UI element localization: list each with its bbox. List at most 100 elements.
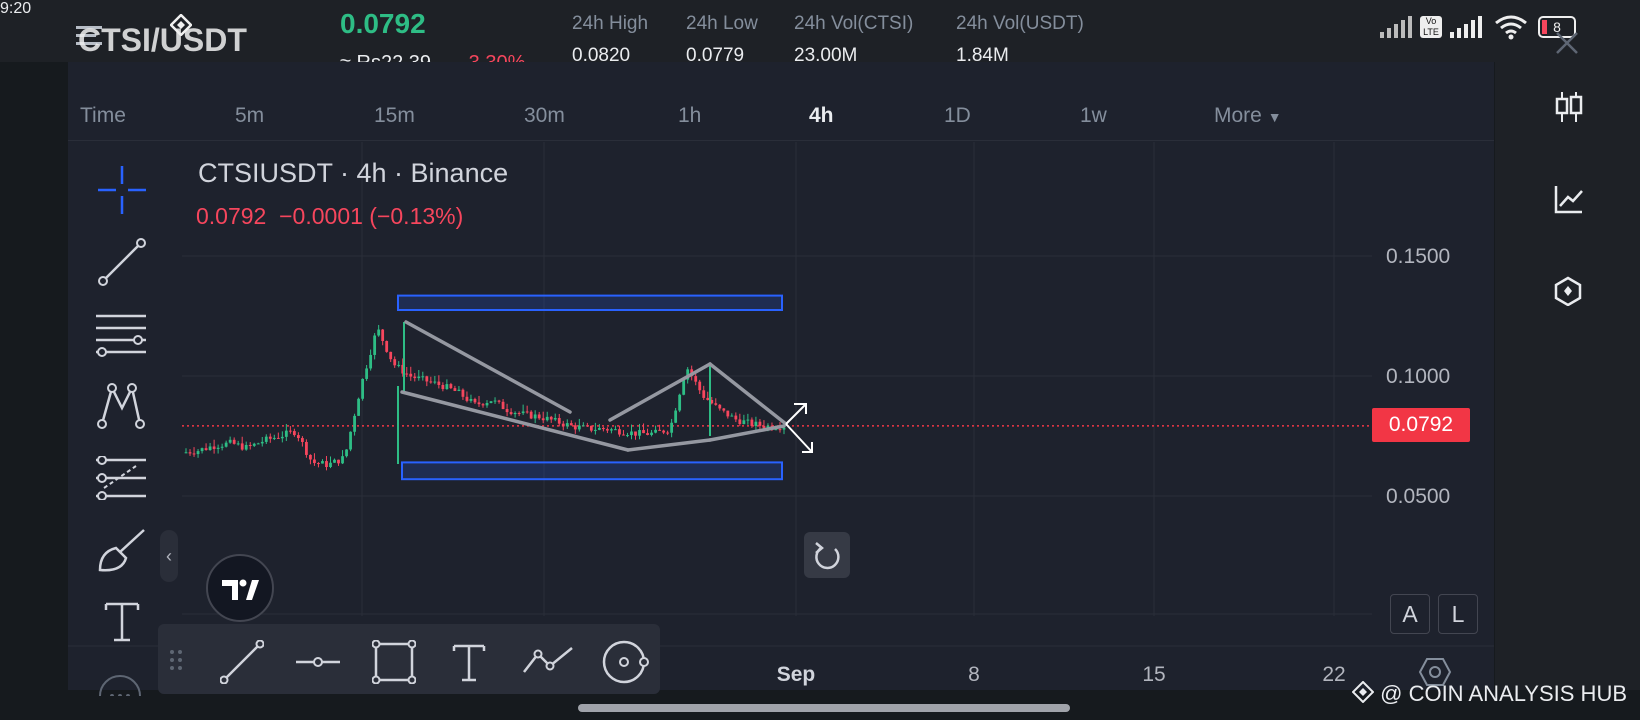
candle-body	[425, 376, 429, 382]
candle-body	[782, 427, 786, 430]
binance-notification-icon	[169, 13, 193, 41]
candle-body	[329, 462, 332, 467]
binance-logo-icon	[1351, 680, 1375, 709]
text-icon[interactable]	[452, 642, 486, 687]
auto-scale-button[interactable]: A	[1390, 594, 1430, 634]
candle-body	[196, 451, 200, 455]
candle-body	[658, 429, 661, 431]
candle-body	[449, 384, 453, 389]
chart-legend-title: CTSIUSDT · 4h · Binance	[198, 158, 509, 188]
candle-body	[292, 431, 296, 436]
watermark-text: @ COIN ANALYSIS HUB	[1380, 681, 1628, 706]
candle-body	[702, 390, 706, 398]
tab-5m[interactable]: 5m	[235, 104, 265, 127]
candle-body	[188, 452, 192, 454]
tab-1d[interactable]: 1D	[944, 104, 971, 127]
candle-body	[650, 432, 653, 435]
rectangle-icon[interactable]	[371, 639, 417, 689]
candle-body	[401, 364, 405, 374]
pattern-trendline	[400, 390, 630, 452]
candle-body	[465, 396, 469, 401]
home-indicator[interactable]	[578, 704, 1070, 712]
candle-body	[614, 429, 617, 431]
candle-body	[622, 434, 625, 436]
candle-body	[710, 399, 714, 404]
candle-body	[670, 422, 674, 433]
candle-body	[413, 376, 417, 379]
trend-line-icon[interactable]	[98, 238, 146, 291]
pattern-trendline	[404, 320, 572, 414]
reset-chart-button[interactable]	[804, 532, 850, 578]
battery-icon: 8	[1538, 16, 1576, 38]
settings-hex-icon[interactable]	[1418, 657, 1452, 692]
drag-handle-icon[interactable]	[168, 648, 184, 677]
drawing-toolbar	[158, 624, 660, 694]
pair-title[interactable]: CTSI/USDT	[78, 22, 247, 58]
candle-body	[581, 425, 585, 427]
candle-body	[694, 376, 698, 382]
candle-body	[240, 443, 244, 450]
candle-body	[549, 416, 553, 420]
candlestick-icon[interactable]	[1555, 92, 1583, 127]
log-scale-button[interactable]: L	[1438, 594, 1478, 634]
prediction-icon[interactable]	[96, 455, 146, 505]
brush-icon[interactable]	[96, 528, 148, 579]
candle-body	[469, 398, 473, 401]
draw-line-icon[interactable]	[219, 639, 265, 689]
candle-body	[224, 442, 228, 447]
collapse-toolbar-button[interactable]: ‹	[160, 530, 178, 582]
support-resistance-zone	[401, 461, 783, 481]
menu-icon[interactable]	[76, 22, 106, 50]
wifi-icon	[1494, 14, 1528, 45]
pattern-icon[interactable]	[96, 382, 146, 435]
candle-body	[284, 430, 288, 437]
tab-30m[interactable]: 30m	[524, 104, 565, 127]
tab-4h[interactable]: 4h	[809, 104, 834, 127]
more-tools-icon[interactable]	[98, 674, 142, 696]
last-price: 0.0792	[340, 8, 426, 39]
candle-body	[421, 376, 425, 378]
path-icon[interactable]	[520, 644, 576, 683]
candle-body	[646, 433, 649, 435]
hexagon-icon[interactable]	[1554, 276, 1582, 311]
candle-body	[381, 329, 385, 342]
tab-1w[interactable]: 1w	[1080, 104, 1107, 127]
fib-retracement-icon[interactable]	[96, 312, 146, 363]
text-tool-icon[interactable]	[102, 600, 142, 647]
stat-low-label: 24h Low	[686, 13, 758, 34]
candle-body	[529, 411, 533, 419]
tab-1h[interactable]: 1h	[678, 104, 702, 127]
close-icon[interactable]	[1554, 30, 1580, 61]
pattern-trendline	[708, 362, 788, 426]
candle-body	[726, 410, 730, 417]
current-price-label: 0.0792	[1372, 408, 1470, 442]
candle-body	[365, 368, 369, 379]
candle-body	[232, 439, 236, 444]
candle-body	[634, 431, 637, 436]
line-chart-icon[interactable]	[1554, 184, 1584, 219]
signal-icon	[1380, 16, 1416, 43]
candle-body	[305, 441, 308, 455]
candle-body	[349, 431, 352, 450]
candle-body	[766, 425, 770, 429]
pattern-trendline	[626, 438, 712, 452]
candle-body	[545, 416, 549, 421]
tab-15m[interactable]: 15m	[374, 104, 415, 127]
candle-body	[321, 461, 324, 464]
candle-body	[577, 425, 581, 430]
crosshair-icon[interactable]	[98, 166, 146, 219]
tab-time[interactable]: Time	[80, 104, 126, 127]
candle-body	[678, 394, 682, 411]
candle-body	[369, 354, 373, 369]
candle-body	[453, 388, 457, 391]
tabs-divider	[68, 140, 1494, 141]
circle-tool-icon[interactable]	[602, 638, 650, 691]
candle-body	[473, 398, 477, 403]
tab-more[interactable]: More ▼	[1214, 104, 1282, 128]
volte-icon: Vo LTE	[1420, 16, 1442, 38]
candle-body	[220, 446, 224, 448]
candle-body	[698, 381, 702, 391]
horizontal-line-icon[interactable]	[296, 640, 340, 689]
candle-body	[437, 381, 441, 385]
